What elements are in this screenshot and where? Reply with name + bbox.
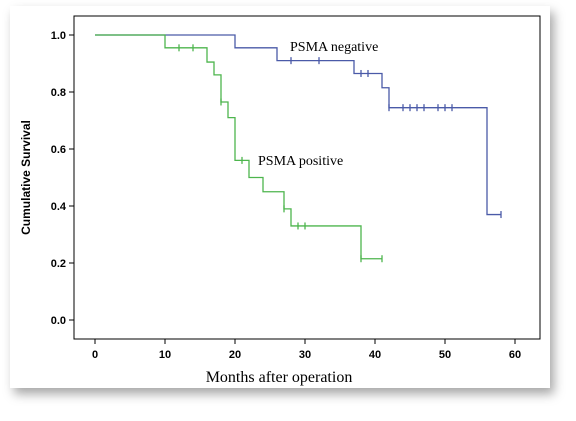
x-tick-label: 30 bbox=[299, 349, 311, 361]
x-axis-label: Months after operation bbox=[206, 369, 353, 386]
psma-positive-survival-line bbox=[95, 34, 382, 260]
x-tick-label: 10 bbox=[159, 349, 171, 361]
psma-negative-label: PSMA negative bbox=[290, 40, 378, 55]
survival-chart: 0.0 0.2 0.4 0.6 0.8 1.0 0 10 20 30 40 50 60 Months af… bbox=[19, 15, 541, 386]
psma-positive-label: PSMA positive bbox=[258, 154, 343, 169]
y-tick-label: 0.0 bbox=[51, 315, 66, 327]
y-tick-label: 0.2 bbox=[51, 258, 66, 270]
y-axis-label: Cumulative Survival bbox=[19, 120, 33, 235]
y-tick-label: 0.6 bbox=[51, 144, 66, 156]
x-tick-label: 40 bbox=[369, 349, 381, 361]
x-tick-label: 60 bbox=[509, 349, 521, 361]
psma-negative-survival-line bbox=[95, 34, 501, 216]
x-tick-label: 0 bbox=[92, 349, 98, 361]
figure-frame: 0.0 0.2 0.4 0.6 0.8 1.0 0 10 20 30 40 50 60 Months af… bbox=[10, 6, 550, 388]
y-tick-label: 1.0 bbox=[51, 30, 66, 42]
x-tick-label: 20 bbox=[229, 349, 241, 361]
y-tick-label: 0.4 bbox=[51, 201, 67, 213]
y-tick-label: 0.8 bbox=[51, 87, 66, 99]
plot-area-border bbox=[73, 15, 541, 340]
x-tick-label: 50 bbox=[439, 349, 451, 361]
